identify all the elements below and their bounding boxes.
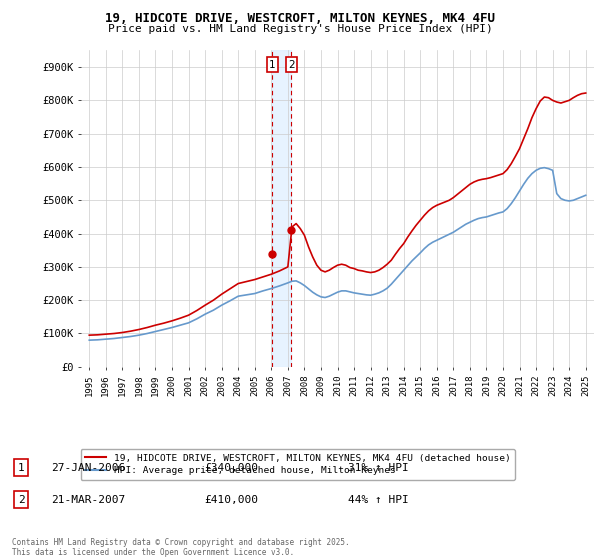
Text: 1: 1 [269,59,276,69]
Text: 21-MAR-2007: 21-MAR-2007 [51,494,125,505]
Text: 44% ↑ HPI: 44% ↑ HPI [348,494,409,505]
Legend: 19, HIDCOTE DRIVE, WESTCROFT, MILTON KEYNES, MK4 4FU (detached house), HPI: Aver: 19, HIDCOTE DRIVE, WESTCROFT, MILTON KEY… [80,449,515,480]
Text: £340,000: £340,000 [204,463,258,473]
Text: Price paid vs. HM Land Registry's House Price Index (HPI): Price paid vs. HM Land Registry's House … [107,24,493,34]
Text: Contains HM Land Registry data © Crown copyright and database right 2025.
This d: Contains HM Land Registry data © Crown c… [12,538,350,557]
Bar [272,50,292,367]
Text: 2: 2 [288,59,295,69]
Text: 27-JAN-2006: 27-JAN-2006 [51,463,125,473]
Text: 1: 1 [17,463,25,473]
Text: 19, HIDCOTE DRIVE, WESTCROFT, MILTON KEYNES, MK4 4FU: 19, HIDCOTE DRIVE, WESTCROFT, MILTON KEY… [105,12,495,25]
Text: 31% ↑ HPI: 31% ↑ HPI [348,463,409,473]
Text: £410,000: £410,000 [204,494,258,505]
Text: 2: 2 [17,494,25,505]
